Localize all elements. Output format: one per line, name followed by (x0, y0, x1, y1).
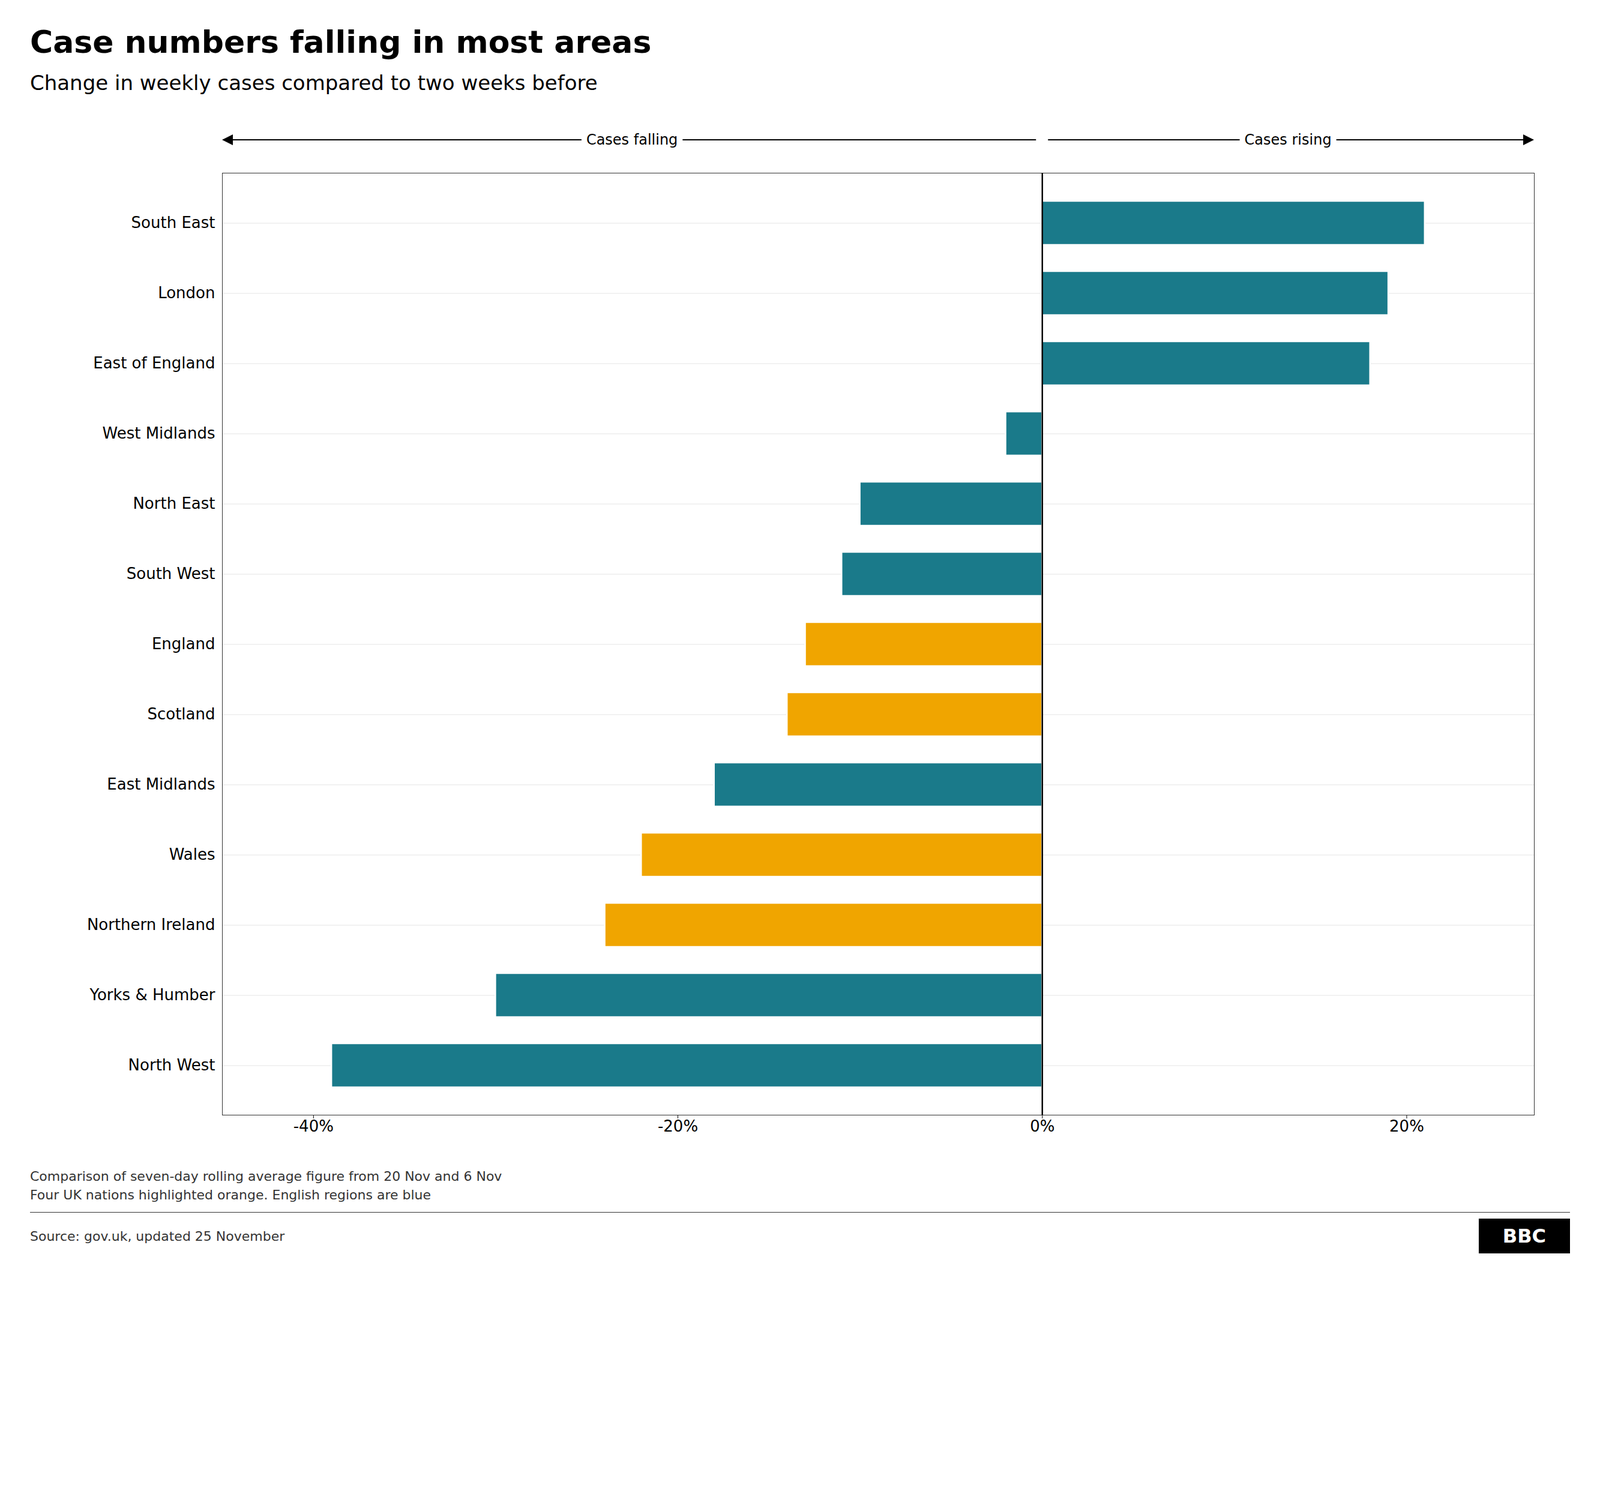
svg-text:20%: 20% (1389, 1117, 1425, 1136)
svg-text:West Midlands: West Midlands (102, 424, 215, 443)
svg-text:Cases falling: Cases falling (586, 131, 678, 149)
html-text:BBC: BBC (1502, 1224, 1546, 1248)
html-text:Source: gov.uk, updated 25 Nov: Source: gov.uk, updated 25 November (30, 1228, 285, 1244)
svg-text:East Midlands: East Midlands (106, 775, 215, 794)
html-text:Change in weekly cases compare: Change in weekly cases compared to two w… (30, 70, 598, 95)
html-text:Comparison of seven-day rollin: Comparison of seven-day rolling average … (30, 1169, 502, 1185)
svg-text:South West: South West (126, 564, 216, 583)
svg-text:Yorks & Humber: Yorks & Humber (89, 986, 216, 1005)
svg-text:Wales: Wales (169, 845, 216, 864)
html-text:Case numbers falling in most a: Case numbers falling in most areas (30, 24, 652, 61)
svg-text:England: England (151, 634, 216, 653)
html-text:Four UK nations highlighted or: Four UK nations highlighted orange. Engl… (30, 1187, 431, 1203)
svg-text:London: London (157, 283, 215, 302)
svg-text:-40%: -40% (293, 1117, 334, 1136)
svg-text:0%: 0% (1029, 1117, 1055, 1136)
svg-text:Northern Ireland: Northern Ireland (87, 915, 216, 934)
svg-text:South East: South East (131, 213, 216, 232)
svg-text:-20%: -20% (657, 1117, 698, 1136)
svg-text:Scotland: Scotland (147, 705, 215, 724)
svg-text:North West: North West (128, 1056, 216, 1075)
svg-text:East of England: East of England (93, 354, 215, 373)
svg-text:Cases rising: Cases rising (1244, 131, 1332, 149)
svg-text:North East: North East (132, 494, 215, 513)
